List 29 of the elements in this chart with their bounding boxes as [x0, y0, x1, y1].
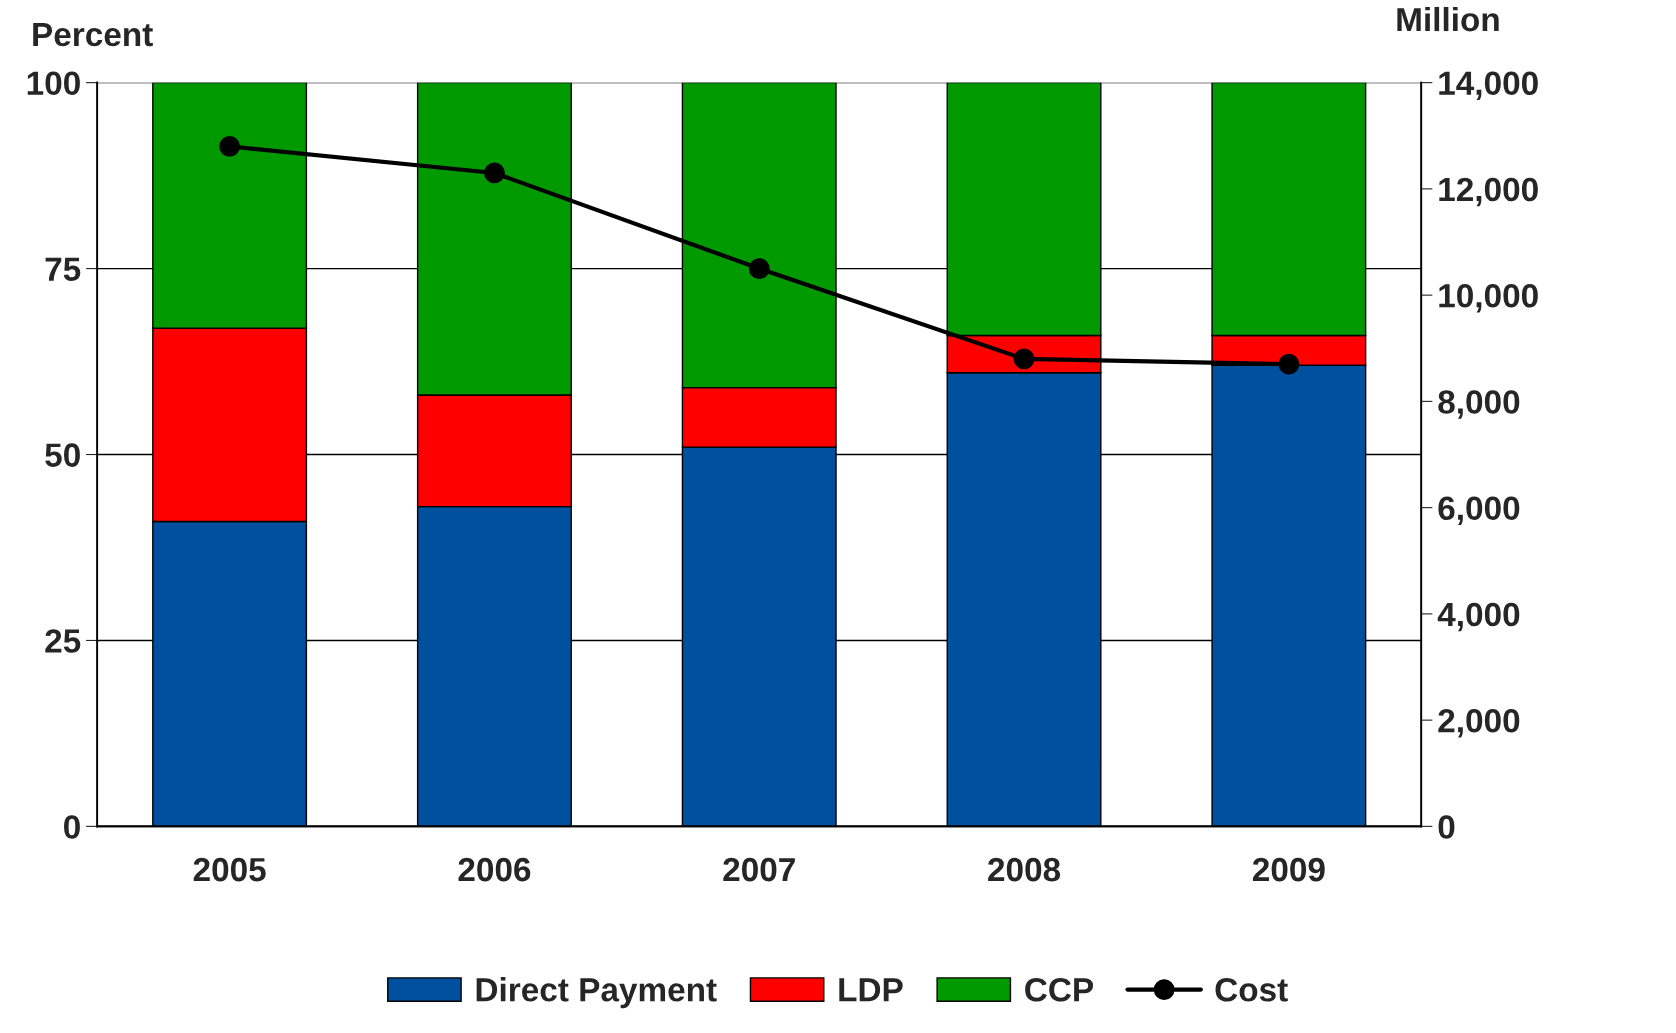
y2-tick-label: 4,000	[1437, 602, 1520, 632]
y2-tick-label: 0	[1438, 815, 1455, 839]
y2-tick-label: 2,000	[1438, 708, 1520, 738]
y2-tick-label: 10,000	[1439, 283, 1538, 313]
y-tick-label: 75	[45, 257, 81, 281]
y-tick-label: 25	[45, 629, 81, 653]
point	[1278, 353, 1300, 375]
legend-label: CCP	[1025, 977, 1094, 1002]
x-tick-label: 2009	[1252, 857, 1325, 882]
x-tick-label: 2008	[988, 857, 1061, 882]
y-axis-title: Percent	[33, 23, 153, 47]
legend-label: LDP	[839, 978, 903, 1002]
legend-label: Cost	[1215, 977, 1288, 1002]
y-tick-label: 0	[64, 815, 80, 839]
point	[219, 135, 241, 157]
y2-tick-label: 12,000	[1439, 177, 1538, 207]
y-tick-label: 50	[45, 443, 80, 467]
x-tick-label: 2007	[723, 857, 795, 882]
point	[1013, 348, 1035, 370]
y2-tick-label: 6,000	[1438, 496, 1520, 525]
y2-tick-label: 8,000	[1438, 390, 1520, 419]
point	[484, 162, 505, 184]
y2-axis-title: Million	[1397, 6, 1499, 32]
legend-label: Direct Payment	[476, 977, 717, 1009]
x-tick-label: 2006	[458, 857, 531, 882]
point	[748, 258, 770, 279]
y2-tick-label: 14,000	[1439, 71, 1538, 100]
x-tick-label: 2005	[193, 857, 266, 882]
y-tick-label: 100	[27, 71, 80, 96]
